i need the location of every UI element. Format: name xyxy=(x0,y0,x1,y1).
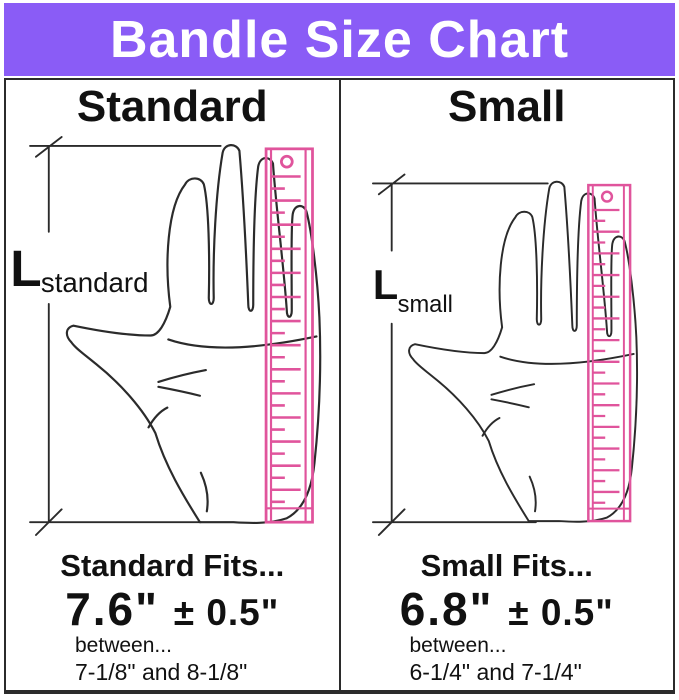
hand-with-ruler-illustration xyxy=(65,143,322,525)
chart-body: Standard xyxy=(4,78,675,694)
fits-value: 7.6" xyxy=(65,582,159,635)
fits-tolerance: ± 0.5" xyxy=(508,591,614,633)
between-label: between... xyxy=(75,634,172,658)
small-heading: Small xyxy=(448,82,566,131)
dimension-lines xyxy=(371,173,549,536)
fits-measurement: 7.6" ± 0.5" xyxy=(6,584,339,635)
fits-value: 6.8" xyxy=(399,582,494,635)
between-label: between... xyxy=(409,634,507,658)
standard-heading: Standard xyxy=(76,82,268,131)
length-symbol-subscript: small xyxy=(397,292,452,318)
small-fits-block: Small Fits... 6.8" ± 0.5" between... 6-1… xyxy=(341,547,674,685)
fits-title: Small Fits... xyxy=(420,547,593,583)
fits-range: 6-1/4" and 7-1/4" xyxy=(409,658,582,685)
fits-title: Standard Fits... xyxy=(60,547,285,583)
page-title: Bandle Size Chart xyxy=(109,10,570,69)
length-symbol: L xyxy=(372,261,397,308)
fits-tolerance: ± 0.5" xyxy=(173,591,280,633)
length-symbol-subscript: standard xyxy=(41,267,149,298)
small-column: Small L small Small Fits... 6.8" ± 0.5" … xyxy=(338,80,674,690)
fits-measurement: 6.8" ± 0.5" xyxy=(341,584,674,635)
standard-hand-diagram: L standard xyxy=(10,136,322,536)
length-symbol: L xyxy=(10,240,41,297)
hand-with-ruler-illustration xyxy=(407,180,638,524)
fits-range: 7-1/8" and 8-1/8" xyxy=(75,658,248,685)
standard-column: Standard xyxy=(6,80,339,690)
dimension-lines xyxy=(29,136,222,536)
header-banner: Bandle Size Chart xyxy=(4,3,675,76)
standard-fits-block: Standard Fits... 7.6" ± 0.5" between... … xyxy=(6,547,339,685)
small-hand-diagram: L small xyxy=(371,173,638,536)
